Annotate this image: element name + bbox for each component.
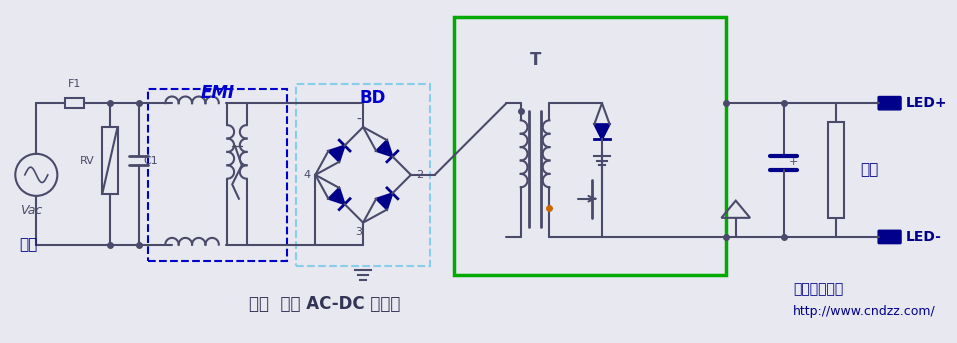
Bar bbox=[829, 122, 844, 218]
Bar bbox=[65, 98, 84, 108]
Polygon shape bbox=[376, 140, 392, 156]
Polygon shape bbox=[328, 188, 345, 204]
FancyBboxPatch shape bbox=[879, 96, 901, 110]
Text: RV: RV bbox=[79, 155, 95, 166]
Text: 图一  反激 AC-DC 转换器: 图一 反激 AC-DC 转换器 bbox=[249, 295, 401, 313]
Text: F1: F1 bbox=[68, 79, 81, 89]
Text: 4: 4 bbox=[303, 170, 310, 180]
Polygon shape bbox=[376, 193, 392, 210]
Text: 输出: 输出 bbox=[860, 163, 879, 178]
Text: 2: 2 bbox=[415, 170, 423, 180]
Text: Vac: Vac bbox=[20, 203, 43, 216]
Text: C1: C1 bbox=[144, 155, 158, 166]
Polygon shape bbox=[328, 145, 345, 162]
Text: T: T bbox=[529, 51, 541, 69]
Text: -: - bbox=[356, 113, 361, 127]
Text: http://www.cndzz.com/: http://www.cndzz.com/ bbox=[793, 305, 936, 318]
Bar bbox=[102, 127, 118, 194]
Text: LED+: LED+ bbox=[906, 96, 947, 110]
Text: 电子电路图网: 电子电路图网 bbox=[793, 283, 843, 296]
Bar bbox=[297, 84, 430, 265]
Text: LED-: LED- bbox=[906, 230, 942, 244]
Text: BD: BD bbox=[360, 89, 386, 107]
Text: +: + bbox=[789, 157, 798, 167]
Text: 3: 3 bbox=[355, 227, 362, 237]
Bar bbox=[454, 17, 726, 275]
Bar bbox=[148, 89, 287, 261]
Text: 输入: 输入 bbox=[19, 237, 37, 252]
Polygon shape bbox=[594, 124, 610, 140]
FancyBboxPatch shape bbox=[879, 230, 901, 244]
Text: EMI: EMI bbox=[200, 84, 234, 102]
